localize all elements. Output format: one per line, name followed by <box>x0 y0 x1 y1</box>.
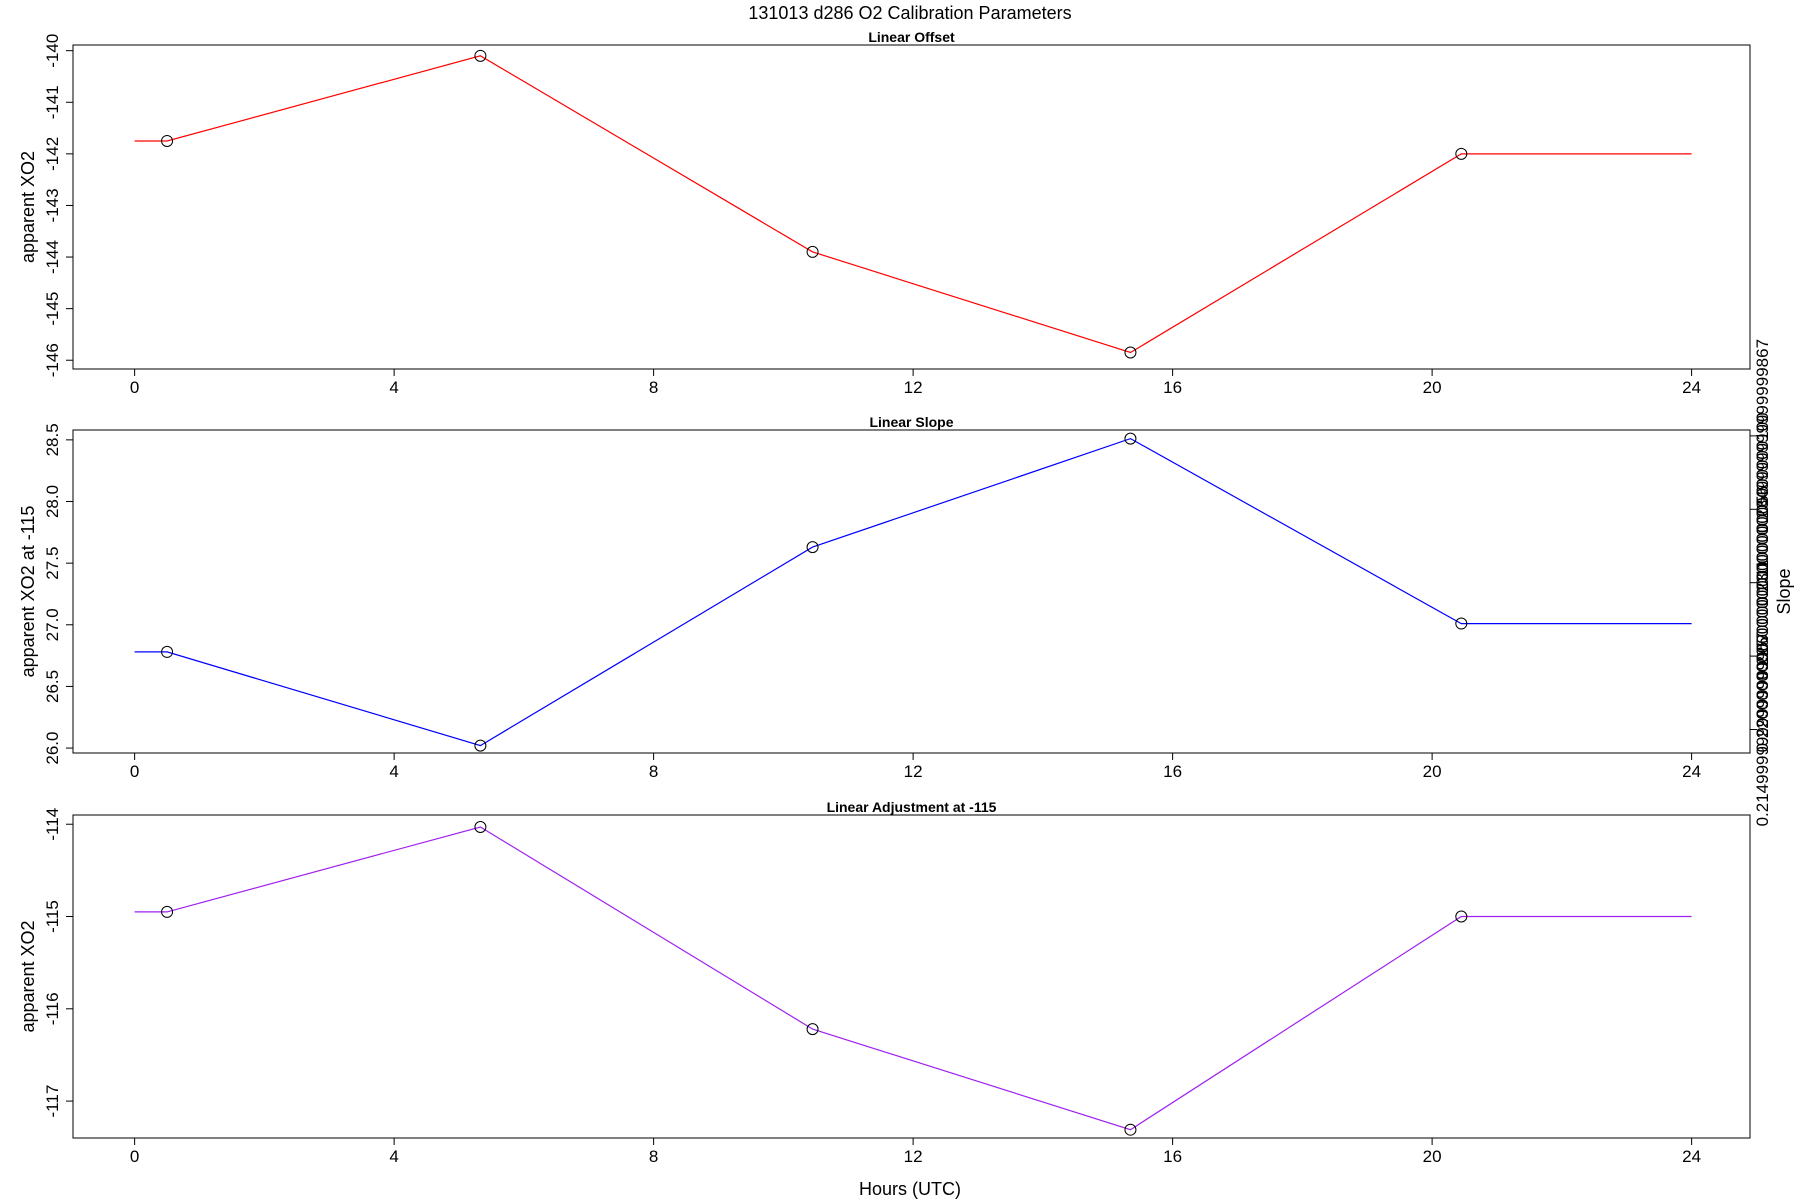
main-title: 131013 d286 O2 Calibration Parameters <box>748 3 1071 23</box>
data-point <box>806 245 819 258</box>
y-tick-label: -141 <box>43 85 62 119</box>
data-point <box>806 1023 819 1036</box>
data-point <box>1124 432 1137 445</box>
x-tick-label: 12 <box>904 762 923 781</box>
data-point <box>806 541 819 554</box>
y-tick-label: -140 <box>43 34 62 68</box>
panels: Linear Offset 0 4 8 12 16 20 24 -146 -145 -144 -143… <box>18 29 1794 1166</box>
y-tick-label: 27.5 <box>43 547 62 580</box>
x-tick-label: 12 <box>904 378 923 397</box>
x-tick-label: 8 <box>649 762 658 781</box>
x-tick-label: 8 <box>649 1147 658 1166</box>
x-axis-label: Hours (UTC) <box>859 1179 961 1199</box>
x-axis: 0 4 8 12 16 20 24 <box>130 752 1701 781</box>
y-axis: -117 -116 -115 -114 apparent XO2 <box>18 808 74 1118</box>
data-point <box>1455 617 1468 630</box>
y-tick-label: 28.5 <box>43 423 62 456</box>
y-axis-label: apparent XO2 at -115 <box>18 506 38 678</box>
x-tick-label: 24 <box>1682 1147 1701 1166</box>
y-tick-label: -146 <box>43 343 62 377</box>
data-point <box>474 739 487 752</box>
data-point <box>161 134 174 147</box>
x-tick-label: 16 <box>1163 762 1182 781</box>
x-tick-label: 12 <box>904 1147 923 1166</box>
x-tick-label: 8 <box>649 378 658 397</box>
x-tick-label: 0 <box>130 1147 139 1166</box>
x-tick-label: 0 <box>130 378 139 397</box>
panel-title: Linear Adjustment at -115 <box>827 799 997 815</box>
plot-frame <box>72 44 1751 370</box>
y-tick-label: -114 <box>43 808 62 841</box>
data-point <box>1455 910 1468 923</box>
x-tick-label: 16 <box>1163 1147 1182 1166</box>
y-tick-label: -142 <box>43 137 62 171</box>
y-tick-label: 26.0 <box>43 732 62 765</box>
y-right-tick-label: 0.2250000000000000056 <box>1753 486 1772 680</box>
data-point <box>1124 346 1137 359</box>
x-tick-label: 0 <box>130 762 139 781</box>
panel-title: Linear Slope <box>869 414 953 430</box>
data-point <box>161 905 174 918</box>
y-tick-label: 26.5 <box>43 670 62 703</box>
series-line <box>134 437 1692 747</box>
y-tick-label: -116 <box>43 992 62 1025</box>
y-tick-label: -143 <box>43 188 62 222</box>
y-axis: 26.0 26.5 27.0 27.5 28.0 28.5 apparent XO2 at … <box>18 423 74 765</box>
x-tick-label: 20 <box>1423 1147 1442 1166</box>
plot-frame <box>72 429 1751 754</box>
y-tick-label: -145 <box>43 292 62 326</box>
series-line <box>134 55 1692 354</box>
y-right-tick-label: 0.2349999999999999867 <box>1753 339 1772 533</box>
data-point <box>161 645 174 658</box>
y-right-tick-label: 0.2300000000000000100 <box>1753 412 1772 606</box>
x-tick-label: 20 <box>1423 762 1442 781</box>
series-line <box>134 826 1692 1131</box>
panel-title: Linear Offset <box>868 29 955 45</box>
panel-3: Linear Adjustment at -115 0 4 8 12 16 20 24 -117… <box>18 799 1751 1166</box>
data-point <box>474 820 487 833</box>
y-right-tick-label: 0.2149999999999999967 <box>1753 633 1772 827</box>
y-axis-label: apparent XO2 <box>18 920 38 1032</box>
y-tick-label: 27.0 <box>43 608 62 641</box>
y-axis-right-label: Slope <box>1774 568 1794 614</box>
y-tick-label: -117 <box>43 1085 62 1118</box>
x-tick-label: 16 <box>1163 378 1182 397</box>
y-right-tick-label: 0.2200000000000000011 <box>1753 560 1772 753</box>
y-axis: -146 -145 -144 -143 -142 -141 -140 apparent XO2 <box>18 34 74 377</box>
x-tick-label: 4 <box>389 1147 398 1166</box>
y-tick-label: -115 <box>43 900 62 933</box>
y-axis-label: apparent XO2 <box>18 151 38 263</box>
x-tick-label: 24 <box>1682 762 1701 781</box>
x-axis: 0 4 8 12 16 20 24 <box>130 368 1701 397</box>
plot-frame <box>72 814 1751 1139</box>
data-point <box>474 49 487 62</box>
panel-1: Linear Offset 0 4 8 12 16 20 24 -146 -145 -144 -143… <box>18 29 1751 397</box>
y-tick-label: -144 <box>43 240 62 274</box>
x-tick-label: 20 <box>1423 378 1442 397</box>
y-axis-right: 0.21499999999999999670.22000000000000000… <box>1749 339 1794 827</box>
data-point <box>1455 147 1468 160</box>
data-point <box>1124 1123 1137 1136</box>
x-tick-label: 4 <box>389 762 398 781</box>
x-tick-label: 24 <box>1682 378 1701 397</box>
x-axis: 0 4 8 12 16 20 24 <box>130 1137 1701 1166</box>
y-tick-label: 28.0 <box>43 485 62 518</box>
x-tick-label: 4 <box>389 378 398 397</box>
